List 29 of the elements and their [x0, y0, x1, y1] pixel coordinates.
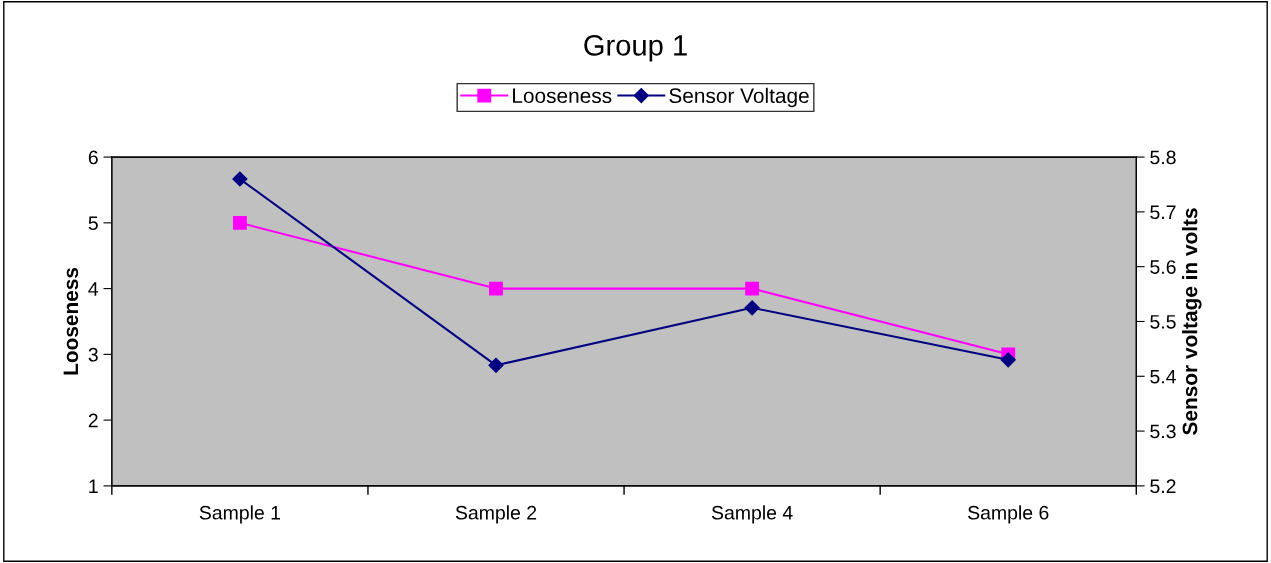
- y2-axis-title: Sensor voltage in volts: [1182, 208, 1202, 435]
- legend-label: Sensor Voltage: [669, 87, 809, 108]
- x-tick-label: Sample 4: [711, 505, 793, 524]
- point: [232, 215, 247, 230]
- y2-tick-label: 5.8: [1150, 150, 1176, 165]
- y2-tick-label: 5.2: [1150, 479, 1176, 494]
- y-tick-label: 3: [88, 347, 98, 362]
- point: [488, 357, 504, 373]
- y-tick-label: 6: [88, 150, 98, 165]
- y-tick-label: 2: [88, 413, 98, 428]
- y-axis-title: Looseness: [63, 267, 79, 375]
- chart-title: Group 1: [584, 35, 687, 62]
- y2-tick-label: 5.5: [1150, 315, 1176, 329]
- x-tick-label: Sample 2: [455, 505, 537, 524]
- x-tick-label: Sample 6: [968, 505, 1049, 524]
- point: [232, 171, 248, 187]
- y-tick-label: 5: [88, 216, 98, 231]
- y2-tick-label: 5.4: [1150, 369, 1176, 384]
- y2-tick-label: 5.3: [1150, 424, 1176, 439]
- y2-tick-label: 5.6: [1150, 260, 1176, 274]
- y2-tick-label: 5.7: [1150, 205, 1176, 220]
- y-tick-label: 4: [88, 282, 99, 296]
- legend-label: Looseness: [513, 88, 612, 104]
- point: [744, 300, 760, 316]
- point: [745, 281, 760, 296]
- point: [1000, 352, 1016, 368]
- x-tick-label: Sample 1: [199, 505, 281, 524]
- y-tick-label: 1: [89, 479, 98, 493]
- point: [489, 281, 503, 296]
